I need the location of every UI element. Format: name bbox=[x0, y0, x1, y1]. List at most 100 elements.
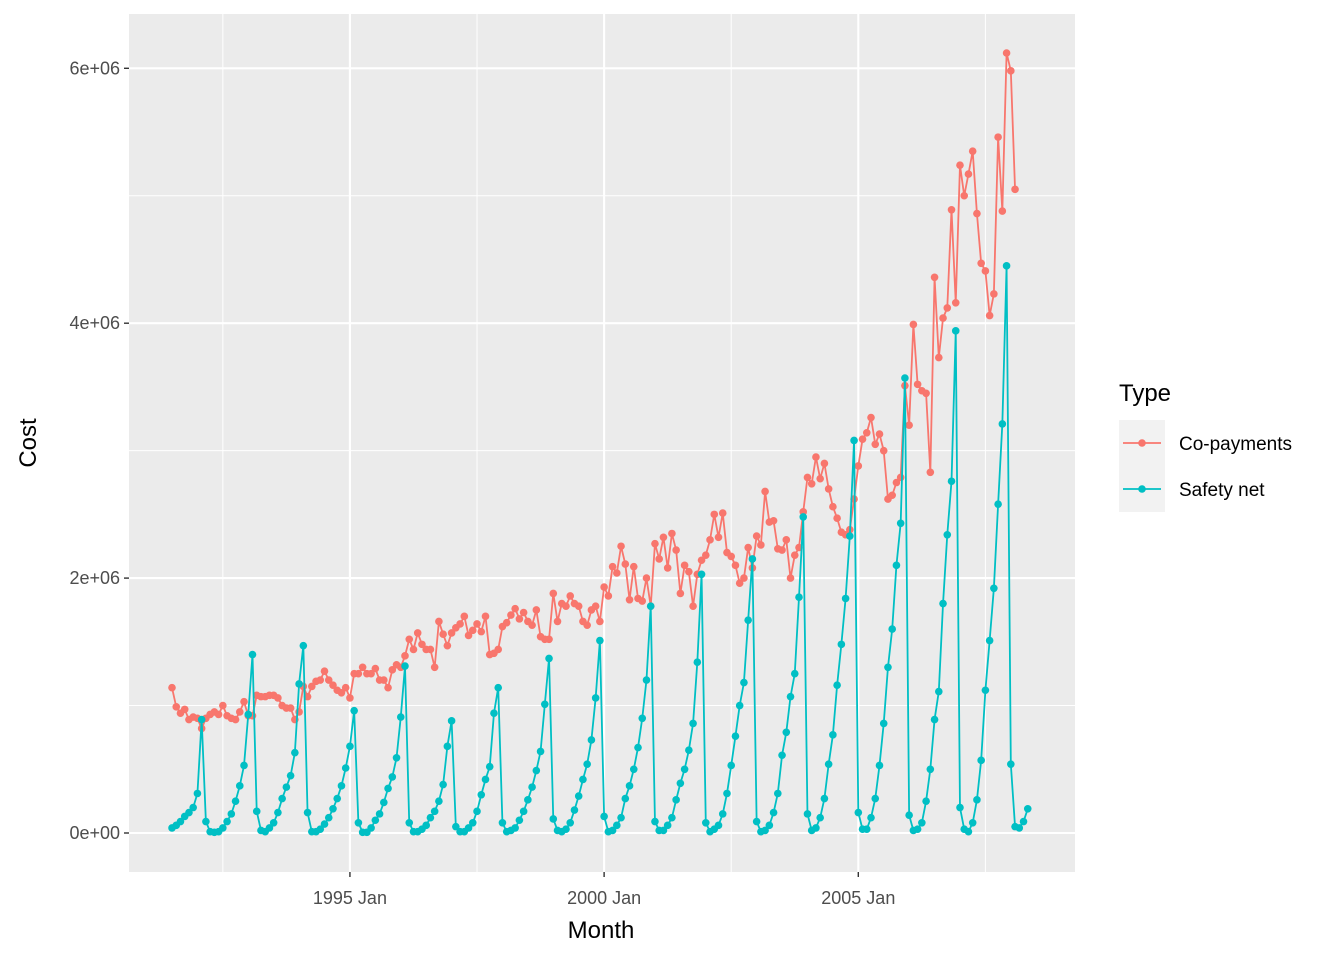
data-point-safety-net bbox=[231, 797, 240, 805]
data-point-safety-net bbox=[333, 794, 342, 803]
minor-gridlines bbox=[129, 14, 1075, 872]
data-point-safety-net bbox=[629, 765, 638, 774]
data-point-co-payments bbox=[468, 626, 477, 635]
data-point-co-payments bbox=[981, 267, 990, 275]
data-point-co-payments bbox=[727, 552, 736, 561]
x-tick-label: 2000 Jan bbox=[567, 888, 641, 908]
data-point-safety-net bbox=[1015, 824, 1024, 832]
data-point-co-payments bbox=[960, 191, 969, 200]
data-point-safety-net bbox=[935, 687, 943, 696]
data-point-safety-net bbox=[426, 813, 435, 822]
data-point-co-payments bbox=[951, 299, 960, 307]
data-point-co-payments bbox=[409, 645, 418, 654]
data-point-safety-net bbox=[956, 803, 964, 812]
data-point-co-payments bbox=[735, 579, 744, 587]
data-point-co-payments bbox=[316, 676, 325, 684]
data-point-safety-net bbox=[252, 807, 261, 816]
data-point-co-payments bbox=[867, 413, 875, 422]
data-point-co-payments bbox=[829, 502, 837, 511]
data-point-safety-net bbox=[248, 650, 257, 659]
data-point-safety-net bbox=[600, 812, 608, 821]
data-point-safety-net bbox=[549, 815, 558, 823]
data-point-safety-net bbox=[896, 519, 905, 528]
data-point-co-payments bbox=[562, 602, 570, 610]
data-point-co-payments bbox=[460, 612, 469, 621]
data-point-safety-net bbox=[977, 756, 985, 765]
data-point-co-payments bbox=[782, 536, 791, 544]
x-axis-title: Month bbox=[568, 917, 635, 944]
data-point-safety-net bbox=[240, 761, 248, 770]
data-point-safety-net bbox=[570, 806, 579, 814]
data-point-safety-net bbox=[990, 584, 998, 593]
data-point-co-payments bbox=[583, 621, 591, 630]
data-point-co-payments bbox=[935, 353, 943, 362]
data-point-co-payments bbox=[447, 629, 456, 637]
data-point-co-payments bbox=[380, 676, 388, 684]
data-point-safety-net bbox=[536, 747, 545, 756]
data-point-co-payments bbox=[240, 697, 248, 706]
data-point-safety-net bbox=[439, 780, 447, 789]
data-point-co-payments bbox=[168, 683, 176, 692]
data-point-co-payments bbox=[922, 389, 930, 398]
data-point-safety-net bbox=[244, 710, 253, 719]
data-point-safety-net bbox=[583, 760, 591, 768]
data-point-safety-net bbox=[574, 792, 583, 800]
data-point-safety-net bbox=[176, 817, 185, 826]
data-point-safety-net bbox=[888, 625, 896, 633]
data-point-safety-net bbox=[392, 754, 401, 762]
data-point-co-payments bbox=[439, 630, 447, 638]
data-point-safety-net bbox=[396, 713, 405, 721]
data-point-co-payments bbox=[790, 551, 799, 559]
data-point-co-payments bbox=[413, 629, 422, 637]
data-point-co-payments bbox=[180, 705, 189, 714]
data-point-co-payments bbox=[892, 478, 901, 487]
data-point-co-payments bbox=[532, 606, 541, 614]
data-point-safety-net bbox=[219, 824, 227, 832]
data-point-co-payments bbox=[308, 682, 316, 691]
data-point-co-payments bbox=[854, 462, 863, 470]
data-point-safety-net bbox=[676, 779, 685, 788]
data-point-safety-net bbox=[515, 816, 524, 825]
data-point-safety-net bbox=[197, 715, 206, 724]
data-point-co-payments bbox=[710, 510, 719, 519]
data-point-safety-net bbox=[265, 824, 274, 832]
data-point-safety-net bbox=[320, 820, 329, 828]
data-point-co-payments bbox=[680, 561, 689, 570]
data-point-safety-net bbox=[617, 813, 625, 822]
data-point-co-payments bbox=[905, 421, 913, 429]
data-point-co-payments bbox=[172, 703, 181, 711]
data-point-safety-net bbox=[613, 821, 621, 830]
data-point-safety-net bbox=[879, 719, 888, 728]
data-point-safety-net bbox=[812, 824, 820, 832]
data-point-co-payments bbox=[668, 529, 676, 538]
data-point-co-payments bbox=[701, 551, 710, 559]
data-point-co-payments bbox=[384, 683, 392, 692]
data-point-safety-net bbox=[545, 654, 553, 663]
data-point-co-payments bbox=[231, 715, 240, 724]
legend-key-point-safety-net bbox=[1138, 485, 1146, 493]
data-point-safety-net bbox=[748, 555, 757, 563]
legend: Type Co-payments Safety net bbox=[1119, 380, 1292, 512]
data-point-co-payments bbox=[464, 631, 473, 640]
y-tick-label: 0e+00 bbox=[69, 823, 120, 843]
data-point-safety-net bbox=[375, 810, 384, 818]
data-point-co-payments bbox=[608, 562, 617, 571]
data-point-co-payments bbox=[879, 446, 888, 455]
data-point-co-payments bbox=[676, 589, 685, 598]
data-point-co-payments bbox=[443, 641, 452, 650]
data-point-safety-net bbox=[820, 794, 829, 803]
data-point-safety-net bbox=[341, 764, 350, 772]
data-point-safety-net bbox=[498, 819, 507, 827]
data-point-safety-net bbox=[1023, 804, 1032, 813]
data-point-safety-net bbox=[854, 808, 863, 817]
data-point-safety-net bbox=[532, 766, 541, 775]
data-point-co-payments bbox=[663, 564, 672, 572]
data-point-safety-net bbox=[913, 825, 922, 833]
data-point-co-payments bbox=[778, 546, 786, 554]
data-point-co-payments bbox=[824, 485, 833, 493]
data-point-safety-net bbox=[905, 811, 913, 819]
data-point-co-payments bbox=[481, 612, 490, 621]
data-point-safety-net bbox=[185, 808, 193, 817]
data-point-safety-net bbox=[519, 807, 528, 816]
data-point-safety-net bbox=[862, 825, 871, 833]
